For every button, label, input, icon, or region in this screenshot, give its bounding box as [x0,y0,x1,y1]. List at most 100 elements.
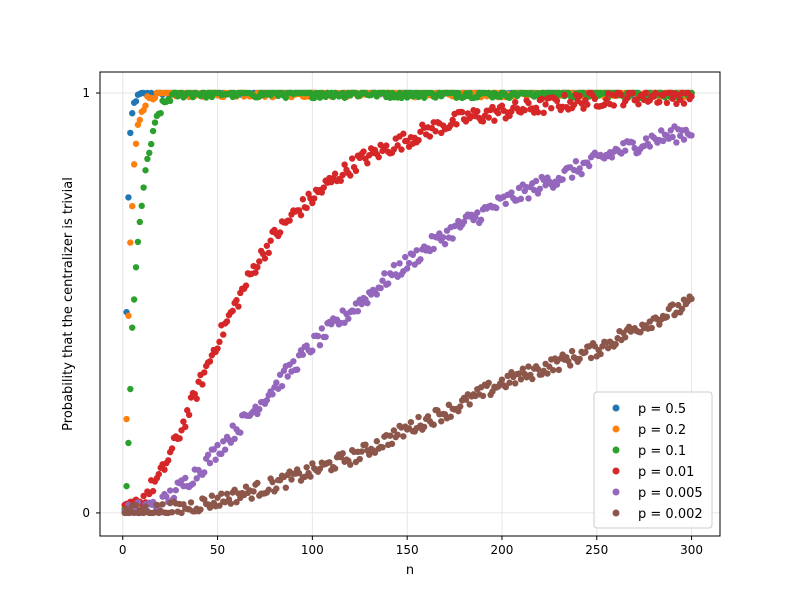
data-point [206,358,214,365]
data-point [658,127,665,134]
x-tick-label: 200 [491,543,514,557]
data-point [347,461,354,468]
data-point [358,448,365,455]
data-point [663,313,671,321]
data-point [231,435,238,443]
data-point [688,132,695,139]
data-point [176,435,183,442]
data-point [295,207,303,214]
data-point [413,247,420,254]
data-point [309,460,316,467]
data-point [502,200,509,208]
data-point [159,501,166,508]
data-point [364,160,371,167]
data-point [540,109,547,117]
data-point [659,137,667,145]
data-point [142,167,149,174]
x-tick-label: 250 [585,543,608,557]
data-point [278,382,286,390]
data-point [233,297,240,304]
data-point [479,118,487,125]
data-point [290,358,297,365]
data-point [127,239,134,246]
data-point [567,362,574,369]
data-point [663,99,671,107]
data-point [123,482,130,490]
data-point [218,450,225,458]
data-point [517,376,525,383]
series-p-0.01 [121,89,695,514]
data-point [157,109,164,117]
data-point [388,440,396,448]
data-point [582,348,589,356]
data-point [132,502,140,509]
series-p-0.005 [121,123,695,517]
data-point [307,89,314,97]
data-point [214,345,221,352]
data-point [623,95,631,102]
data-point [373,291,381,298]
data-point [515,370,523,377]
y-ticks: 01 [82,86,100,520]
data-point [214,441,221,449]
data-point [273,379,280,386]
data-point [235,303,242,310]
data-point [282,484,290,491]
y-tick-label: 1 [82,86,90,100]
data-point [125,312,132,319]
data-point [356,455,363,463]
data-point [303,204,310,212]
data-point [445,401,453,409]
data-point [373,438,381,445]
data-point [214,494,221,501]
data-point [415,413,422,421]
data-point [147,140,155,148]
data-point [572,158,580,165]
data-point [629,139,636,146]
data-point [485,114,492,121]
data-point [680,136,688,143]
data-point [576,165,583,172]
data-point [377,284,384,292]
data-point [206,504,214,511]
data-point [125,439,132,447]
data-point [311,195,318,202]
data-point [326,459,333,466]
legend-marker [612,509,620,517]
data-point [400,130,407,137]
data-point [561,91,568,99]
data-point [155,470,162,478]
data-point [208,492,216,499]
data-point [138,202,145,210]
data-point [237,429,244,436]
data-point [517,195,525,203]
data-point [142,503,149,510]
data-point [250,488,257,495]
data-point [534,109,542,116]
data-point [293,366,301,373]
data-point [318,189,326,196]
data-point [364,299,371,307]
data-point [220,331,227,338]
data-point [320,184,327,191]
data-point [525,195,532,202]
data-point [542,101,549,108]
data-point [299,351,307,358]
data-point [576,92,583,100]
data-point [474,209,481,216]
data-point [172,487,180,494]
data-point [394,142,401,149]
data-point [580,105,587,112]
data-point [669,95,676,102]
data-point [519,365,527,372]
data-point [637,329,644,336]
data-point [316,465,324,472]
y-tick-label: 0 [82,506,90,520]
data-point [608,154,616,161]
data-point [525,363,532,370]
data-point [201,469,208,476]
data-point [379,277,386,284]
data-point [216,338,223,346]
